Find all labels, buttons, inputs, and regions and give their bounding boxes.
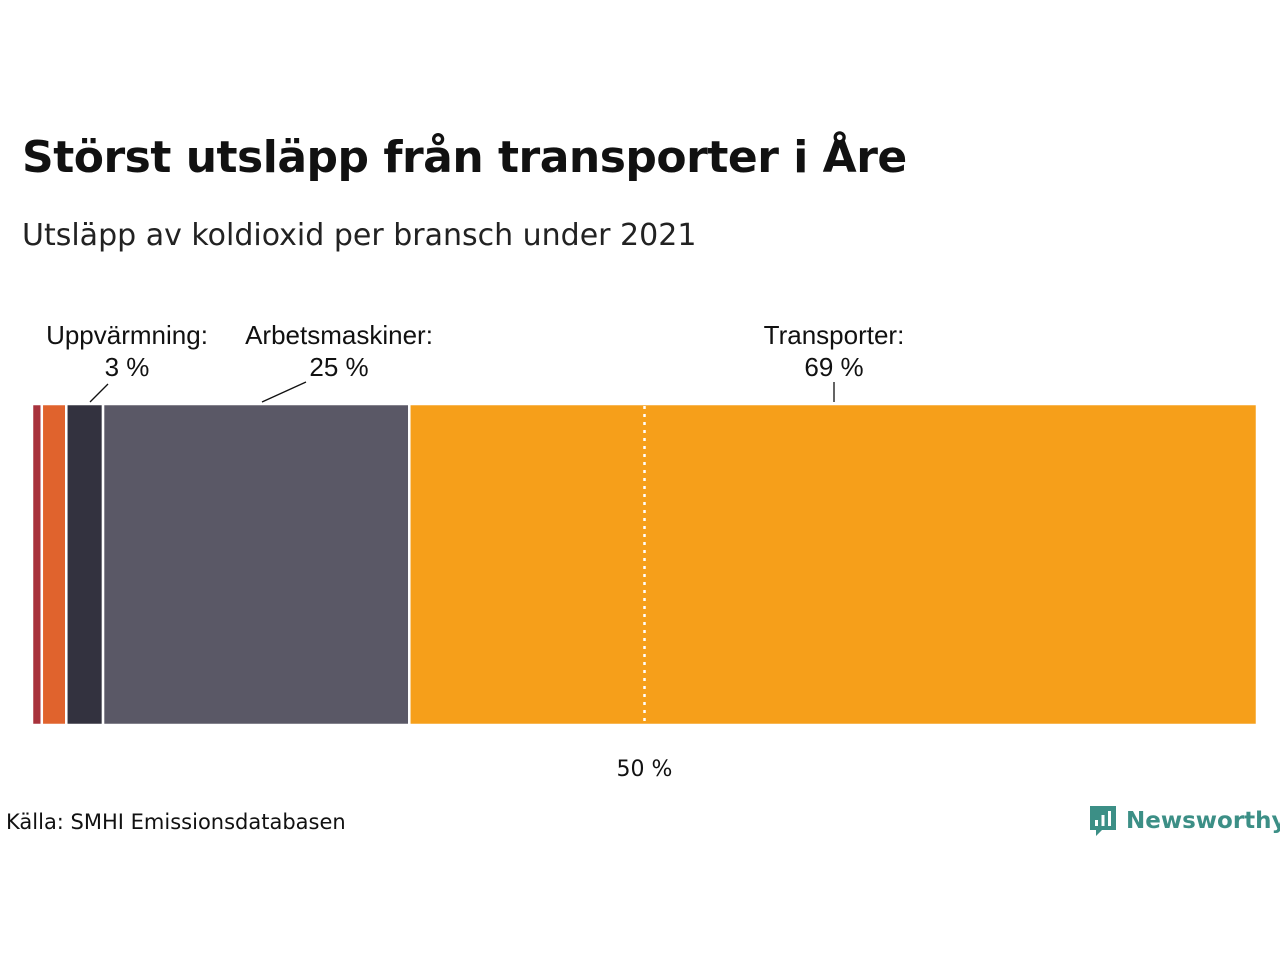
source-note: Källa: SMHI Emissionsdatabasen bbox=[6, 810, 346, 834]
bar-segment-1 bbox=[30, 402, 44, 727]
newsworthy-logo-icon bbox=[1090, 806, 1116, 836]
reference-line-label: 50 % bbox=[617, 757, 673, 782]
newsworthy-logo[interactable]: Newsworthy bbox=[1088, 804, 1280, 838]
bar-segment-5 bbox=[408, 402, 1259, 727]
segment-name-label-3: Uppvärmning: bbox=[46, 320, 208, 350]
reference-line-group: 50 % bbox=[617, 406, 673, 782]
chart-subtitle: Utsläpp av koldioxid per bransch under 2… bbox=[22, 218, 697, 253]
segment-value-label-4: 25 % bbox=[309, 352, 368, 382]
bar-segment-2 bbox=[40, 402, 68, 727]
segment-name-label-5: Transporter: bbox=[764, 320, 905, 350]
chart-title: Störst utsläpp från transporter i Åre bbox=[22, 132, 907, 183]
bar-segment-3 bbox=[65, 402, 105, 727]
leader-line-4 bbox=[261, 381, 307, 403]
segment-value-label-3: 3 % bbox=[105, 352, 150, 382]
bar-segments bbox=[30, 402, 1259, 727]
segment-name-label-4: Arbetsmaskiner: bbox=[245, 320, 433, 350]
bar-segment-4 bbox=[101, 402, 411, 727]
newsworthy-logo-text: Newsworthy bbox=[1126, 808, 1280, 834]
segment-labels: Uppvärmning:3 % Arbetsmaskiner:25 % Transp… bbox=[46, 320, 905, 403]
segment-value-label-5: 69 % bbox=[804, 352, 863, 382]
leader-line-3 bbox=[89, 383, 109, 403]
